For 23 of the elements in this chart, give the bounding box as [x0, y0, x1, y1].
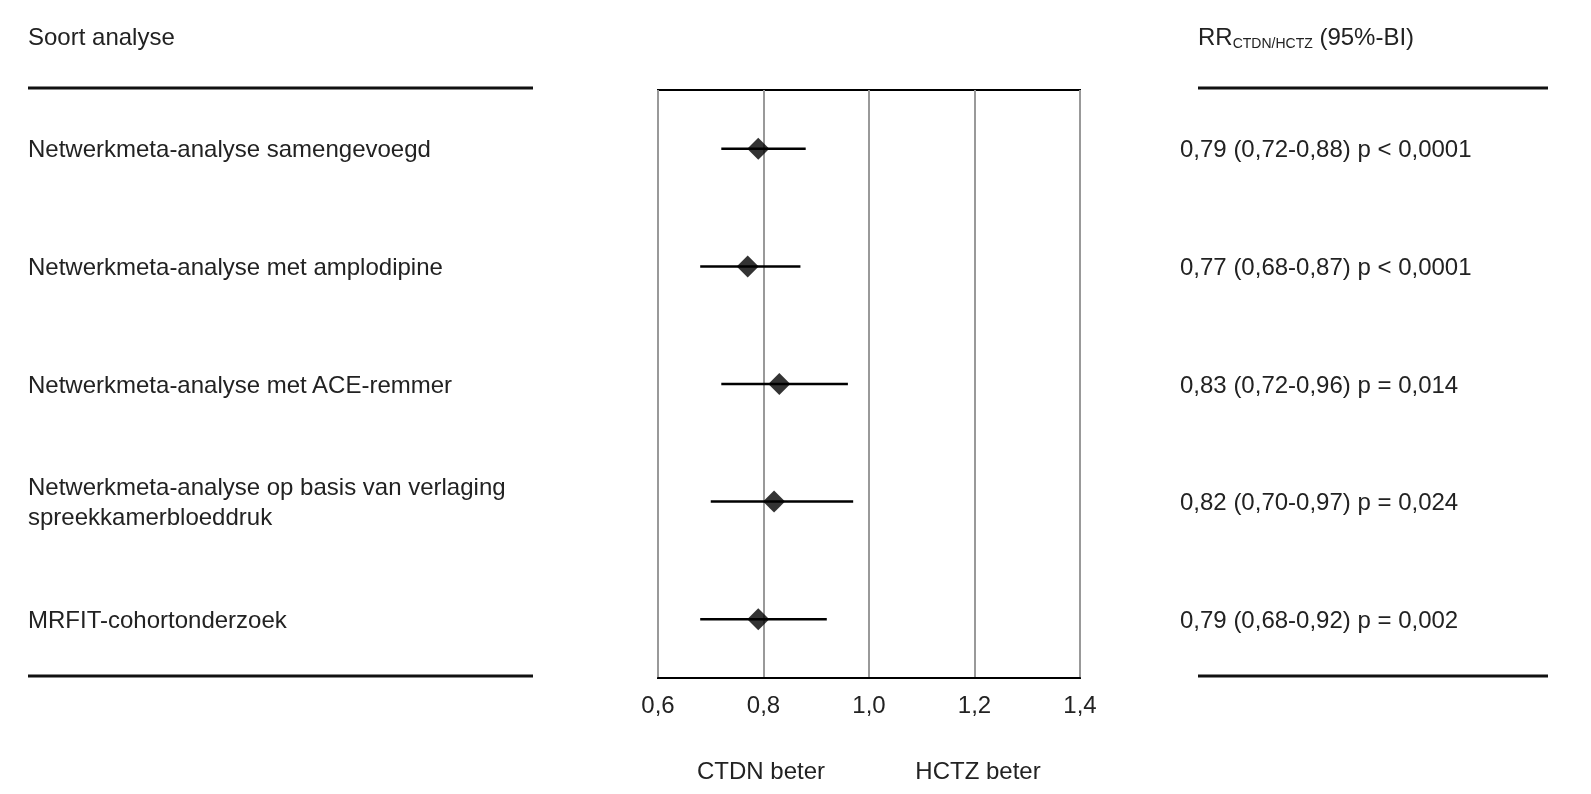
text: 0,82 (0,70-0,97) p = 0,024 — [1180, 488, 1459, 516]
point — [736, 255, 759, 278]
text: 0,79 (0,72-0,88) p < 0,0001 — [1180, 135, 1472, 163]
x-tick-label: 0,6 — [641, 690, 675, 718]
y-tick-label: Netwerkmeta-analyse samengevoegd — [28, 135, 431, 163]
text: CTDN beter — [696, 756, 826, 784]
x-tick-label: 1,2 — [957, 690, 992, 718]
x-tick-label: 0,8 — [746, 690, 781, 718]
text: 0,83 (0,72-0,96) p = 0,014 — [1180, 370, 1459, 398]
text: 0,77 (0,68-0,87) p < 0,0001 — [1180, 252, 1472, 280]
point — [768, 373, 791, 395]
text: HCTZ beter — [915, 756, 1041, 784]
y-tick-label: Netwerkmeta-analyse op basis van verlaging spreekkamerbloeddruk — [28, 473, 513, 531]
y-tick-label: Netwerkmeta-analyse met amplodipine — [28, 252, 443, 280]
point — [747, 608, 770, 631]
text: 0,79 (0,68-0,92) p = 0,002 — [1180, 605, 1459, 633]
text: Soort analyse — [28, 22, 175, 50]
x-tick-label: 1,4 — [1063, 690, 1097, 718]
point — [747, 137, 770, 160]
y-tick-label: Netwerkmeta-analyse met ACE-remmer — [28, 370, 453, 398]
point — [763, 490, 786, 513]
y-tick-label: MRFIT-cohortonderzoek — [28, 605, 288, 633]
x-tick-label: 1,0 — [852, 690, 886, 718]
